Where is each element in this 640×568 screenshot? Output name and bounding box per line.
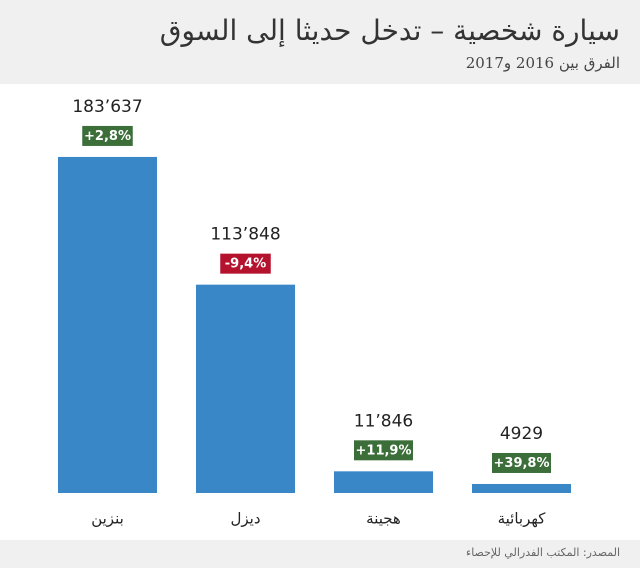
change-badge	[492, 452, 551, 473]
x-tick-label: هجينة	[366, 510, 401, 528]
bar	[472, 483, 571, 493]
change-label: +2,8%	[84, 129, 131, 144]
x-tick-label: ديزل	[230, 510, 260, 528]
change-badge	[354, 440, 413, 461]
x-tick-label: بنزين	[91, 510, 124, 528]
change-badge	[82, 125, 133, 146]
x-tick-label: كهربائية	[498, 510, 547, 528]
value-label: 183’637	[72, 97, 142, 117]
bar	[58, 156, 157, 494]
change-label: +11,9%	[356, 443, 412, 458]
bar	[196, 284, 295, 493]
change-label: +39,8%	[494, 456, 550, 471]
bar	[334, 471, 433, 493]
change-label: -9,4%	[225, 257, 266, 272]
value-label: 113’848	[210, 225, 280, 245]
chart-subtitle: الفرق بين 2016 و2017	[465, 54, 620, 72]
chart-title: سيارة شخصية – تدخل حديثا إلى السوق	[159, 14, 620, 47]
footer: المصدر: المكتب الفدرالي للإحصاء	[0, 540, 640, 568]
source-note: المصدر: المكتب الفدرالي للإحصاء	[466, 546, 620, 559]
value-label: 11’846	[354, 411, 413, 431]
change-badge	[220, 253, 271, 274]
value-label: 4929	[500, 424, 543, 444]
chart: بنزين 183’637 +2,8% ديزل 113’848 -9,4% هجينة 11…	[58, 97, 571, 528]
header: سيارة شخصية – تدخل حديثا إلى السوق الفرق…	[0, 0, 640, 84]
